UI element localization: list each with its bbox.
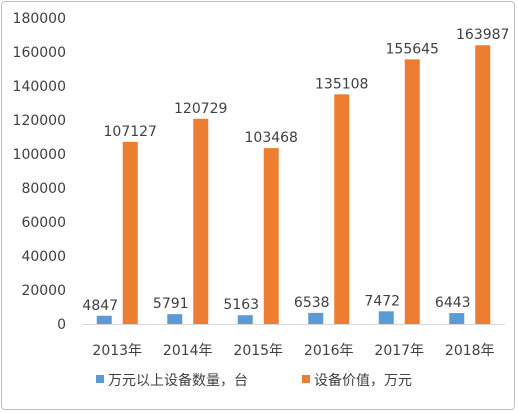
x-tick-label: 2016年 — [304, 343, 354, 359]
y-tick-label: 140000 — [13, 79, 66, 95]
x-axis: 2013年 2014年 2015年 2016年 2017年 2018年 — [82, 324, 505, 359]
bar-equipment-value — [475, 45, 491, 324]
y-tick-label: 160000 — [13, 45, 66, 61]
data-label: 120729 — [174, 101, 227, 117]
bar-equipment-value — [404, 59, 420, 324]
watermark-text: 搜狐号@中金企信国际咨询 — [337, 7, 505, 24]
bar-equipment-count — [378, 311, 394, 324]
y-tick-label: 80000 — [21, 181, 66, 197]
y-tick-label: 100000 — [13, 147, 66, 163]
data-label: 155645 — [386, 41, 439, 57]
x-tick-label: 2014年 — [163, 343, 213, 359]
bar-equipment-count — [237, 315, 253, 324]
legend-label: 设备价值，万元 — [314, 372, 412, 389]
data-labels: 4847 107127 5791 120729 5163 103468 6538 135108… — [82, 27, 509, 314]
y-tick-label: 0 — [57, 317, 66, 333]
data-label: 6443 — [435, 295, 471, 311]
data-label: 163987 — [456, 27, 509, 43]
legend: 万元以上设备数量，台 设备价值，万元 — [96, 372, 412, 389]
legend-label: 万元以上设备数量，台 — [108, 372, 248, 389]
x-tick-label: 2017年 — [374, 343, 424, 359]
data-label: 5163 — [223, 297, 259, 313]
y-tick-label: 60000 — [21, 215, 66, 231]
bar-equipment-value — [193, 118, 209, 324]
data-label: 103468 — [245, 130, 298, 146]
y-tick-label: 180000 — [13, 11, 66, 27]
data-label: 7472 — [364, 293, 400, 309]
data-label: 6538 — [294, 295, 330, 311]
y-tick-label: 40000 — [21, 249, 66, 265]
data-label: 107127 — [104, 124, 157, 140]
bar-equipment-value — [263, 148, 279, 324]
y-axis: 0 20000 40000 60000 80000 100000 120000 140000 1… — [13, 11, 66, 333]
x-tick-label: 2013年 — [92, 343, 142, 359]
legend-swatch — [96, 375, 104, 383]
bar-equipment-value — [122, 141, 138, 324]
legend-swatch — [302, 375, 310, 383]
y-tick-label: 20000 — [21, 283, 66, 299]
data-label: 4847 — [82, 298, 118, 314]
bars — [96, 45, 491, 324]
data-label: 5791 — [153, 296, 189, 312]
bar-equipment-value — [334, 94, 350, 324]
bar-equipment-count — [96, 315, 112, 324]
x-tick-label: 2018年 — [445, 343, 495, 359]
bar-equipment-count — [308, 312, 324, 324]
x-tick-label: 2015年 — [233, 343, 283, 359]
bar-equipment-count — [167, 314, 183, 324]
data-label: 135108 — [315, 76, 368, 92]
y-tick-label: 120000 — [13, 113, 66, 129]
bar-equipment-count — [449, 313, 465, 324]
